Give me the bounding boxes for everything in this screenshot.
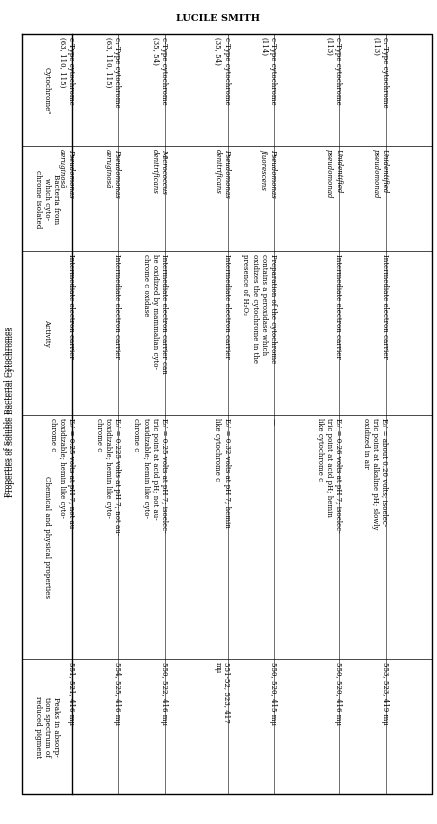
Text: Intermediate electron carrier: Intermediate electron carrier: [334, 255, 342, 359]
Text: Preparation of the cytochrome
contains a peroxidase which
oxidizes the cytochrom: Preparation of the cytochrome contains a…: [242, 255, 277, 363]
Text: 550, 522, 416 mμ: 550, 522, 416 mμ: [160, 662, 168, 725]
Text: E₀′ = 0.32 volts at pH 7; hemin
like cytochrome c: E₀′ = 0.32 volts at pH 7; hemin like cyt…: [213, 418, 231, 527]
Text: c-Type cytochrome
(114): c-Type cytochrome (114): [260, 37, 277, 105]
Text: 550, 520, 415 mμ: 550, 520, 415 mμ: [269, 662, 277, 725]
Text: Pseudomonas
aeruginosā: Pseudomonas aeruginosā: [104, 149, 121, 199]
Text: E₀′ = 0.26 volts at pH 7; isoelec-
tric point at acid pH; hemin
like cytochrome : E₀′ = 0.26 volts at pH 7; isoelec- tric …: [316, 418, 342, 532]
Text: c-Type cytochrome
(35, 54): c-Type cytochrome (35, 54): [151, 37, 168, 105]
Text: Activity: Activity: [43, 319, 51, 347]
Text: 551, 521, 416 mμ: 551, 521, 416 mμ: [67, 662, 75, 725]
Text: E₀′ = 0.25 volts at pH 7; isoelec-
tric point at acid pH; not au-
toxidizable; h: E₀′ = 0.25 volts at pH 7; isoelec- tric …: [132, 418, 168, 532]
Text: Pseudomonas
aeruginosā: Pseudomonas aeruginosā: [58, 149, 75, 199]
Text: Unidentified
pseudomonad: Unidentified pseudomonad: [325, 149, 342, 199]
Text: Intermediate electron carrier: Intermediate electron carrier: [222, 255, 231, 359]
Text: Chemical and physical properties: Chemical and physical properties: [43, 476, 51, 598]
Text: 553, 523, 419 mμ: 553, 523, 419 mμ: [381, 662, 388, 725]
Text: Pseudomonas
fluorescens: Pseudomonas fluorescens: [260, 149, 277, 199]
Text: c-Type cytochrome
(113): c-Type cytochrome (113): [325, 37, 342, 105]
Text: Unidentified
pseudomonad: Unidentified pseudomonad: [371, 149, 388, 199]
Text: Cytochromeᵃ: Cytochromeᵃ: [43, 67, 51, 114]
Text: 550, 520, 416 mμ: 550, 520, 416 mμ: [334, 662, 342, 725]
Text: Bacteria from
which cyto-
chrome isolated: Bacteria from which cyto- chrome isolate…: [34, 170, 60, 228]
Text: LUCILE SMITH: LUCILE SMITH: [177, 14, 260, 23]
Text: E₀′ = about 0.20 volts; isoelec-
tric point at alkaline pH; slowly
oxidized in a: E₀′ = about 0.20 volts; isoelec- tric po…: [362, 418, 388, 529]
Text: 554, 525, 416 mμ: 554, 525, 416 mμ: [114, 662, 121, 725]
Text: Micrococcus
denitrificans: Micrococcus denitrificans: [151, 149, 168, 194]
Text: Properties of Soluble Bacterial Cytochromes: Properties of Soluble Bacterial Cytochro…: [7, 327, 15, 497]
Text: E₀′ = 0.225 volts at pH 7; not au-
toxidizable; hemin like cyto-
chrome c: E₀′ = 0.225 volts at pH 7; not au- toxid…: [95, 418, 121, 535]
Text: Intermediate electron carrier can
be oxidized by mammalian cyto-
chrome c oxidas: Intermediate electron carrier can be oxi…: [142, 255, 168, 374]
Text: Peaks in absorp-
tion spectrum of
reduced pigment: Peaks in absorp- tion spectrum of reduce…: [34, 695, 60, 758]
Text: Properties of Soluble Bacterial Cytochromes: Properties of Soluble Bacterial Cytochro…: [4, 327, 12, 497]
Text: Pseudomonas
denitrificans: Pseudomonas denitrificans: [213, 149, 231, 199]
Text: Intermediate electron carrier: Intermediate electron carrier: [67, 255, 75, 359]
Text: c-Type cytochrome
(63, 110, 115): c-Type cytochrome (63, 110, 115): [58, 37, 75, 105]
Text: Intermediate electron carrier: Intermediate electron carrier: [381, 255, 388, 359]
Text: c₁-Type cytochrome
(63, 110, 115): c₁-Type cytochrome (63, 110, 115): [104, 37, 121, 108]
Text: Intermediate electron carrier: Intermediate electron carrier: [114, 255, 121, 359]
Text: E₀′ = 0.25 volts at pH 7; not au-
toxidizable; hemin like cyto-
chrome c: E₀′ = 0.25 volts at pH 7; not au- toxidi…: [49, 418, 75, 531]
Text: c₁-Type cytochrome
(113): c₁-Type cytochrome (113): [371, 37, 388, 108]
Text: —: —: [269, 418, 277, 424]
Text: c-Type cytochrome
(35, 54): c-Type cytochrome (35, 54): [213, 37, 231, 105]
Text: 551-52, 523, 417
mμ: 551-52, 523, 417 mμ: [213, 662, 231, 723]
